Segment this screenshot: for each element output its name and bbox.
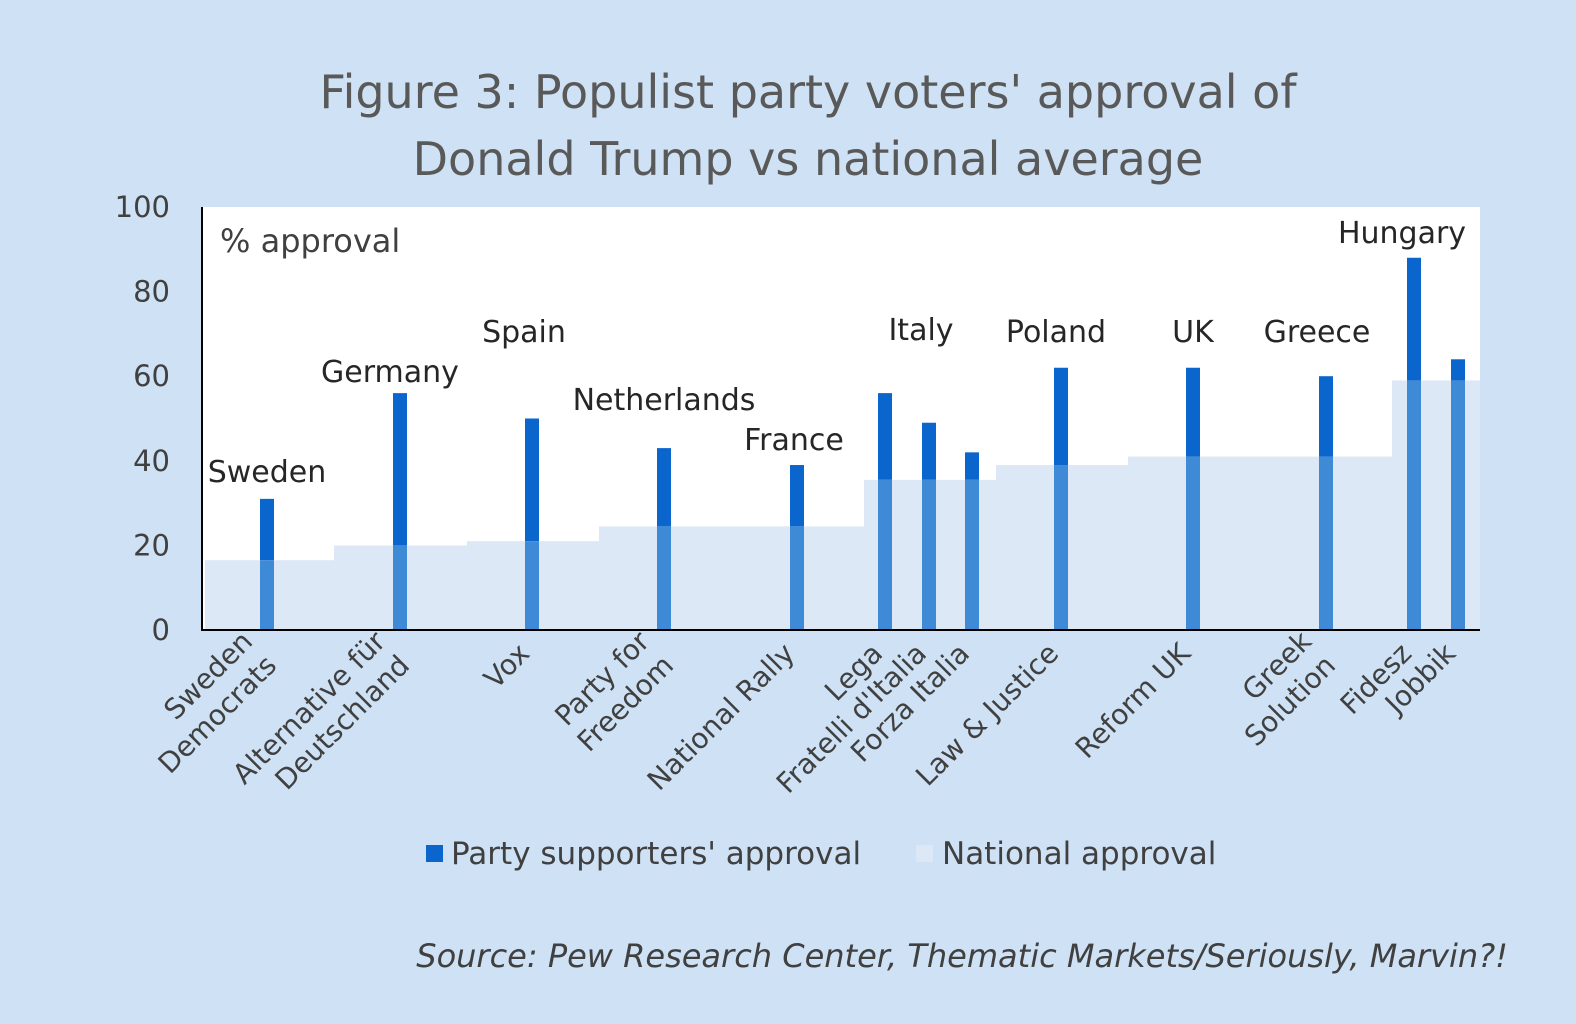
country-label-9: Hungary (1338, 216, 1466, 251)
y-tick-label-100: 100 (115, 190, 170, 224)
country-label-8: Greece (1264, 315, 1371, 350)
country-label-0: Sweden (208, 455, 327, 490)
party-approval-bar-6 (922, 422, 936, 480)
category-label-9: Reform UK (1069, 636, 1198, 765)
party-approval-bar-3 (657, 448, 671, 527)
party-approval-bar-7 (965, 452, 979, 480)
y-axis-label: % approval (220, 222, 400, 260)
y-tick-label-0: 0 (152, 613, 170, 647)
category-label-line: Vox (477, 637, 536, 696)
party-approval-bar-base-1 (393, 545, 407, 630)
party-approval-bar-9 (1186, 367, 1200, 457)
legend-label-national: National approval (942, 836, 1216, 872)
legend-swatch-party (426, 845, 443, 862)
national-approval-area-7 (1392, 380, 1480, 630)
y-tick-label-60: 60 (133, 359, 170, 393)
country-label-4: France (744, 423, 844, 458)
party-approval-bar-base-9 (1186, 456, 1200, 630)
y-tick-label-40: 40 (133, 444, 170, 478)
party-approval-bar-base-6 (922, 479, 936, 630)
y-tick-label-20: 20 (133, 528, 170, 562)
party-approval-bar-base-3 (657, 526, 671, 630)
country-label-7: UK (1172, 315, 1215, 350)
party-approval-bar-base-7 (965, 479, 979, 630)
party-approval-bar-base-0 (260, 560, 274, 630)
party-approval-bar-base-12 (1451, 380, 1465, 630)
category-label-2: Vox (477, 637, 536, 696)
party-approval-bars (260, 257, 1465, 630)
party-approval-bar-5 (878, 393, 892, 480)
country-label-6: Poland (1006, 315, 1106, 350)
chart-title-line-2: Donald Trump vs national average (413, 132, 1204, 186)
party-approval-bar-1 (393, 393, 407, 546)
party-approval-bar-base-4 (790, 526, 804, 630)
party-approval-bar-0 (260, 498, 274, 561)
chart-title-line-1: Figure 3: Populist party voters' approva… (319, 65, 1298, 119)
country-label-2: Spain (482, 315, 566, 350)
party-approval-bar-base-10 (1319, 456, 1333, 630)
country-label-5: Italy (888, 313, 953, 348)
party-approval-bar-10 (1319, 376, 1333, 457)
party-approval-bar-base-2 (525, 541, 539, 630)
party-approval-bar-8 (1054, 367, 1068, 466)
source-note: Source: Pew Research Center, Thematic Ma… (416, 937, 1508, 975)
party-approval-bar-4 (790, 465, 804, 527)
party-approval-bar-base-8 (1054, 465, 1068, 630)
country-label-3: Netherlands (573, 383, 756, 418)
legend-label-party: Party supporters' approval (451, 836, 861, 872)
party-approval-bar-base-5 (878, 479, 892, 630)
y-tick-label-80: 80 (133, 275, 170, 309)
party-approval-bar-11 (1407, 257, 1421, 381)
national-approval-area-3 (599, 526, 864, 630)
y-tick-labels: 0 20 40 60 80 100 (115, 190, 170, 647)
party-approval-bar-base-11 (1407, 380, 1421, 630)
party-approval-bar-12 (1451, 359, 1465, 381)
legend-swatch-national (916, 845, 933, 862)
country-label-1: Germany (321, 355, 459, 390)
national-approval-area-6 (1128, 456, 1392, 630)
legend: Party supporters' approval National appr… (426, 836, 1216, 872)
category-label-line: Reform UK (1069, 636, 1198, 765)
party-approval-bar-2 (525, 418, 539, 542)
